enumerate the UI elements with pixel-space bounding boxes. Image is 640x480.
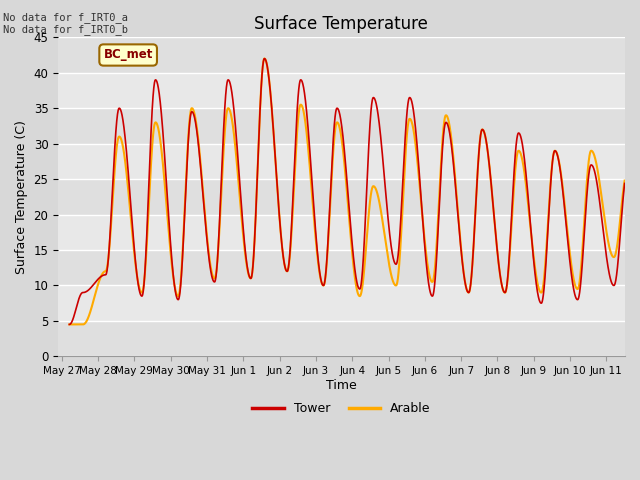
Arable bbox=[563, 222, 571, 228]
Line: Arable: Arable bbox=[69, 59, 640, 324]
Tower bbox=[413, 137, 420, 143]
Bar bbox=[58, 179, 625, 215]
Line: Tower: Tower bbox=[69, 59, 640, 324]
Arable bbox=[381, 239, 389, 244]
Tower bbox=[381, 188, 389, 193]
Legend: Tower, Arable: Tower, Arable bbox=[247, 397, 435, 420]
Tower bbox=[548, 166, 556, 172]
Tower bbox=[260, 56, 268, 61]
Tower bbox=[520, 147, 527, 153]
Arable bbox=[413, 151, 420, 157]
Tower bbox=[65, 322, 73, 327]
Bar bbox=[58, 321, 625, 356]
Text: No data for f_IRT0_a
No data for f_IRT0_b: No data for f_IRT0_a No data for f_IRT0_… bbox=[3, 12, 128, 36]
Arable bbox=[520, 162, 527, 168]
Arable bbox=[260, 56, 268, 61]
Arable bbox=[548, 165, 556, 170]
Tower bbox=[186, 119, 193, 125]
Title: Surface Temperature: Surface Temperature bbox=[255, 15, 428, 33]
Arable bbox=[186, 116, 193, 121]
Y-axis label: Surface Temperature (C): Surface Temperature (C) bbox=[15, 120, 28, 274]
Tower bbox=[563, 228, 571, 234]
Arable bbox=[65, 322, 73, 327]
Bar bbox=[58, 108, 625, 144]
Bar bbox=[58, 37, 625, 73]
Text: BC_met: BC_met bbox=[104, 48, 153, 61]
Bar bbox=[58, 250, 625, 286]
X-axis label: Time: Time bbox=[326, 379, 356, 392]
